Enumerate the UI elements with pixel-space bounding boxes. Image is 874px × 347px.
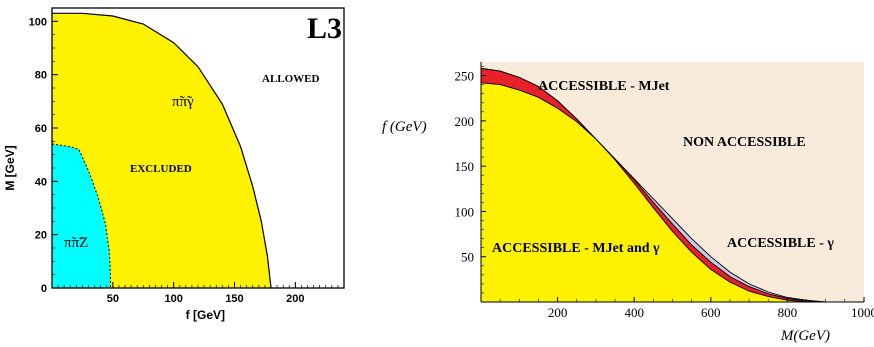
region-pipi-z-boundary [51,143,111,288]
right-x-tick-label: 200 [548,305,568,320]
left-y-tick-label: 20 [35,230,47,242]
accessible-mjet-gamma-label: ACCESSIBLE - MJet and γ [492,241,660,256]
right-y-tick-label: 50 [461,250,474,265]
right-x-axis-label: M(GeV) [780,328,830,344]
left-x-ticks: 50 100 150 200 [57,282,339,305]
right-chart: 200 400 600 800 1000 50 100 150 200 250 ACCESSIB… [382,62,874,344]
region-label-pipi-gamma: π̃π̃γ [172,94,194,110]
left-y-tick-label: 100 [29,16,47,28]
region-pipi-gamma [52,13,271,289]
right-y-tick-label: 250 [455,69,475,84]
left-x-tick-label: 150 [225,293,243,305]
region-accessible-mjet-and-gamma [481,82,864,302]
left-y-tick-label: 0 [41,283,47,295]
region-pipi-gamma-boundary [52,12,272,289]
chart-title: L3 [307,12,342,45]
right-y-axis-label: f (GeV) [382,119,427,135]
right-y-ticks: 50 100 150 200 250 [455,66,486,294]
left-chart: 50 100 150 200 0 20 40 60 80 100 L3 ALLOWED EXCL… [3,7,345,322]
left-x-axis-label: f [GeV] [186,308,225,322]
left-y-ticks: 0 20 40 60 80 100 [29,16,58,295]
right-y-tick-label: 100 [455,204,475,219]
left-y-tick-label: 60 [35,123,47,135]
left-y-tick-label: 40 [35,176,47,188]
left-x-tick-label: 50 [107,293,119,305]
left-y-tick-label: 80 [35,70,47,82]
right-y-tick-label: 150 [455,159,475,174]
allowed-label: ALLOWED [262,73,320,85]
lower-boundary-curve [480,82,807,303]
middle-boundary-curve [480,67,826,303]
region-pipi-z [52,144,111,288]
region-label-pipi-z: π̃π̃Z [64,235,88,251]
right-x-tick-label: 800 [778,305,798,320]
accessible-gamma-label: ACCESSIBLE - γ [727,236,834,251]
accessible-mjet-label: ACCESSIBLE - MJet [538,79,670,94]
right-x-tick-label: 600 [701,305,721,320]
left-x-tick-label: 100 [164,293,182,305]
right-x-tick-label: 400 [624,305,644,320]
left-x-tick-label: 200 [286,293,304,305]
left-y-axis-label: M [GeV] [3,145,17,190]
right-x-ticks: 200 400 600 800 1000 [499,297,874,320]
right-x-tick-label: 1000 [851,305,874,320]
right-y-tick-label: 200 [455,114,475,129]
excluded-label: EXCLUDED [130,163,192,175]
non-accessible-label: NON ACCESSIBLE [683,135,806,150]
